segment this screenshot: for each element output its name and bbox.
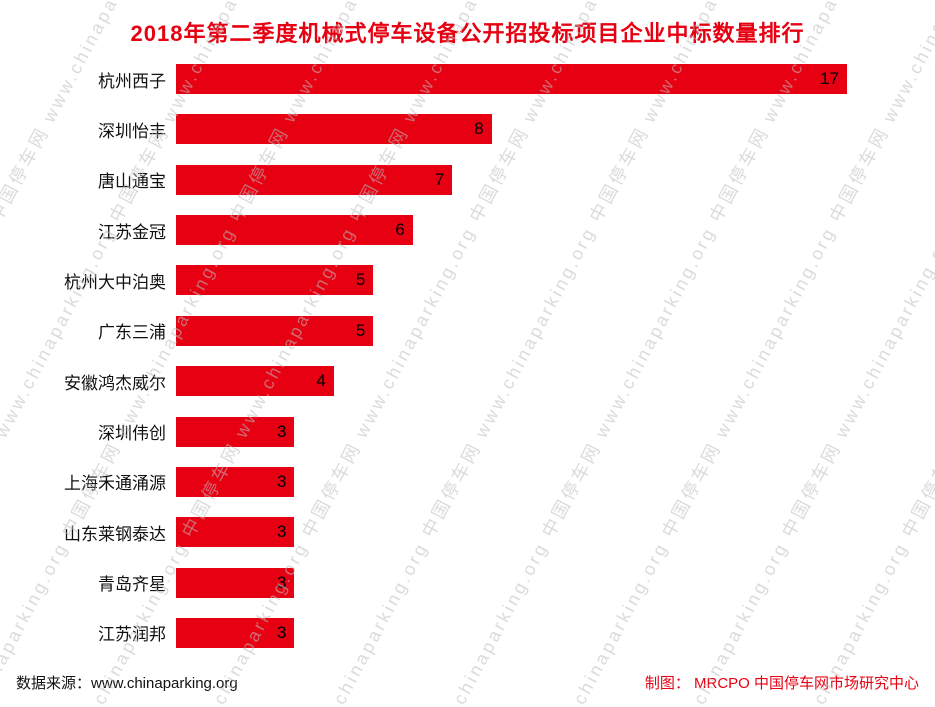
category-label: 安徽鸿杰威尔	[64, 373, 166, 393]
bar: 8	[176, 114, 492, 145]
chart-row: 山东莱钢泰达 3	[0, 517, 935, 548]
value-label: 7	[434, 169, 445, 189]
value-label: 6	[395, 220, 405, 240]
bar: 3	[176, 416, 295, 447]
category-label: 杭州西子	[98, 71, 166, 91]
bar: 5	[176, 265, 374, 296]
bar-track: 17	[176, 64, 847, 94]
bar-track: 8	[176, 114, 847, 145]
category-label: 江苏金冠	[98, 222, 166, 242]
data-source-text: 数据来源：www.chinaparking.org	[16, 674, 238, 692]
chart-row: 杭州大中泊奥 5	[0, 265, 935, 296]
category-label: 杭州大中泊奥	[64, 272, 166, 292]
bar-track: 7	[176, 164, 847, 195]
value-label: 17	[820, 69, 839, 88]
bar-chart: 杭州西子 17 深圳怡丰 8 唐山通宝 7 江苏金冠 6 杭州大中泊奥 5 广东三浦 5 安徽鸿杰威尔 4…	[0, 60, 935, 652]
value-label: 5	[355, 270, 366, 290]
chart-row: 深圳伟创 3	[0, 416, 935, 447]
value-label: 3	[276, 572, 287, 592]
chart-row: 广东三浦 5	[0, 315, 935, 346]
chart-row: 安徽鸿杰威尔 4	[0, 366, 935, 397]
category-label: 江苏润邦	[98, 625, 166, 645]
chart-row: 江苏金冠 6	[0, 215, 935, 246]
bar: 3	[176, 466, 295, 497]
bar-track: 3	[176, 466, 847, 497]
bar-track: 3	[176, 617, 847, 648]
bar: 4	[176, 366, 334, 397]
bar-track: 6	[176, 215, 847, 246]
bar: 17	[176, 64, 847, 94]
value-label: 3	[276, 471, 287, 491]
bar-track: 4	[176, 366, 847, 397]
value-label: 8	[474, 119, 484, 139]
category-label: 上海禾通涌源	[64, 474, 166, 494]
category-label: 广东三浦	[98, 323, 166, 343]
category-label: 山东莱钢泰达	[64, 524, 166, 544]
value-label: 3	[276, 622, 287, 642]
bar: 5	[176, 315, 374, 346]
chart-row: 深圳怡丰 8	[0, 114, 935, 145]
bar-track: 3	[176, 517, 847, 548]
bar: 6	[176, 215, 413, 246]
chart-row: 青岛齐星 3	[0, 567, 935, 598]
chart-row: 杭州西子 17	[0, 64, 935, 94]
category-label: 深圳怡丰	[98, 121, 166, 141]
chart-credit-text: 制图： MRCPO 中国停车网市场研究中心	[644, 674, 919, 692]
category-label: 唐山通宝	[98, 172, 166, 192]
value-label: 3	[276, 522, 287, 542]
footer: 数据来源：www.chinaparking.org 制图： MRCPO 中国停车…	[0, 665, 935, 707]
chart-title: 2018年第二季度机械式停车设备公开招投标项目企业中标数量排行	[130, 21, 805, 46]
bar: 3	[176, 567, 295, 598]
bar: 7	[176, 164, 453, 195]
bar-track: 3	[176, 567, 847, 598]
value-label: 5	[355, 320, 366, 340]
bar: 3	[176, 517, 295, 548]
chart-row: 江苏润邦 3	[0, 617, 935, 648]
category-label: 青岛齐星	[98, 575, 166, 595]
value-label: 4	[316, 371, 326, 391]
category-label: 深圳伟创	[98, 424, 166, 444]
bar-track: 5	[176, 315, 847, 346]
bar: 3	[176, 617, 295, 648]
value-label: 3	[276, 421, 287, 441]
chart-row: 唐山通宝 7	[0, 164, 935, 195]
chart-row: 上海禾通涌源 3	[0, 466, 935, 497]
bar-track: 5	[176, 265, 847, 296]
bar-track: 3	[176, 416, 847, 447]
